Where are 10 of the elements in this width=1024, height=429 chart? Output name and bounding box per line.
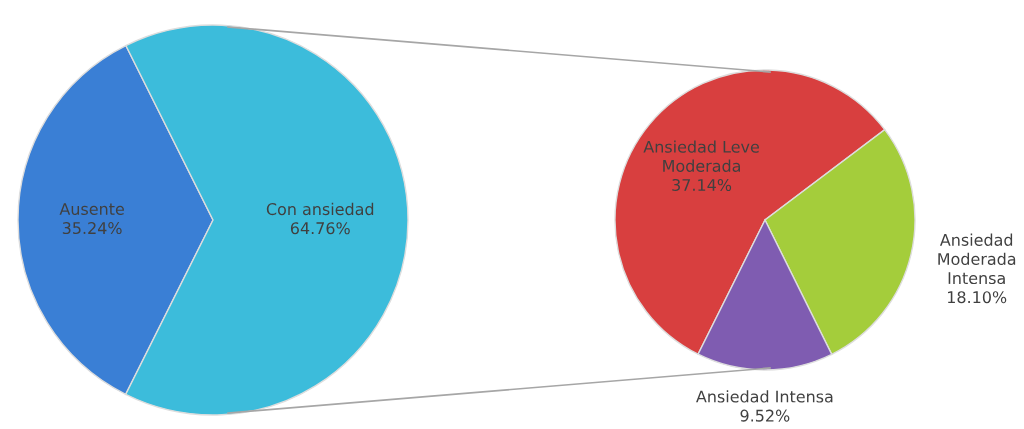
data-label: 18.10% — [948, 291, 1007, 304]
data-label: 35.24% — [62, 222, 122, 235]
slice-label: Ansiedad Intensa — [696, 390, 833, 403]
data-label: 9.52% — [740, 409, 790, 422]
slice-label: Ausente — [59, 203, 124, 216]
slice-label: Con ansiedad — [266, 202, 374, 216]
data-label: 64.76% — [290, 222, 350, 235]
slice-label: Ansiedad Moderada Intensa — [938, 233, 1016, 285]
slice-label: Ansiedad Leve Moderada — [643, 140, 759, 172]
data-label: 37.14% — [672, 178, 732, 191]
